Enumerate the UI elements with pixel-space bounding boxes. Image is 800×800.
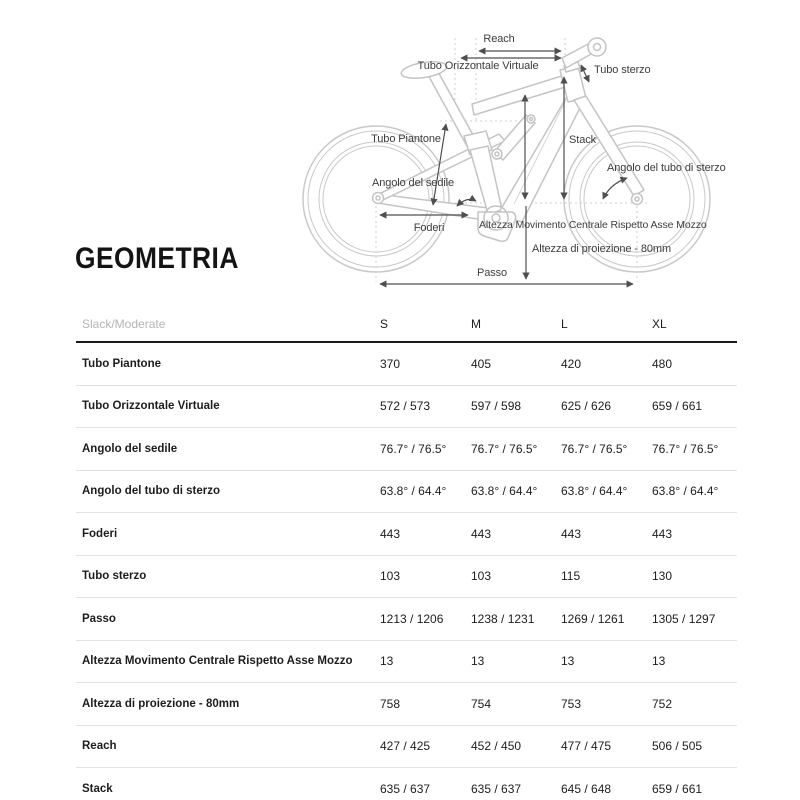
row-value: 480 [652,356,673,371]
row-value: 76.7° / 76.5° [471,441,538,456]
table-row: Tubo Orizzontale Virtuale 572 / 573 597 / … [76,386,737,428]
row-label: Foderi [82,527,118,540]
row-value: 130 [652,569,673,584]
angolo-sedile-arc [456,194,477,207]
row-value: 1238 / 1231 [471,611,535,626]
row-label: Reach [82,740,117,753]
mode-label: Slack/Moderate [82,316,166,331]
row-value: 63.8° / 64.4° [561,484,628,499]
table-header: Slack/Moderate S M L XL [76,306,737,343]
row-value: 443 [561,526,582,541]
row-value: 477 / 475 [561,739,612,754]
row-value: 76.7° / 76.5° [561,441,628,456]
tubo-piantone-arrow [430,123,449,206]
row-label: Passo [82,612,116,625]
column-header-m: M [471,316,481,331]
row-label: Tubo Piantone [82,357,162,370]
row-value: 625 / 626 [561,399,612,414]
label-altezza-di-proiezione: Altezza di proiezione - 80mm [532,243,672,255]
table-row: Angolo del tubo di sterzo 63.8° / 64.4° 63… [76,471,737,513]
row-value: 443 [471,526,492,541]
label-reach: Reach [483,33,515,45]
row-value: 645 / 648 [561,781,612,796]
row-value: 103 [380,569,401,584]
row-value: 13 [652,654,666,669]
column-header-s: S [380,316,389,331]
row-value: 115 [561,569,581,584]
column-header-l: L [561,316,568,331]
row-value: 452 / 450 [471,739,522,754]
table-row: Stack 635 / 637 635 / 637 645 / 648 659 / 66… [76,768,737,800]
page-title: GEOMETRIA [75,242,239,275]
table-row: Tubo sterzo 103 103 115 130 [76,556,737,598]
table-row: Tubo Piantone 370 405 420 480 [76,343,737,386]
row-value: 76.7° / 76.5° [380,441,447,456]
geometry-table-body: Tubo Piantone 370 405 420 480 Tubo Orizzontal… [76,343,737,800]
row-value: 1213 / 1206 [380,611,444,626]
row-value: 13 [380,654,394,669]
table-row: Altezza di proiezione - 80mm 758 754 753 752 [76,683,737,726]
row-value: 572 / 573 [380,399,431,414]
row-value: 597 / 598 [471,399,522,414]
row-value: 443 [380,526,401,541]
label-altezza-movimento-centrale: Altezza Movimento Centrale Rispetto Asse… [479,219,707,231]
label-foderi: Foderi [413,222,445,234]
bike-frame [371,37,645,242]
table-row: Reach 427 / 425 452 / 450 477 / 475 506 / 50… [76,726,737,768]
row-label: Stack [82,782,113,795]
label-tubo-sterzo: Tubo sterzo [594,64,651,76]
row-value: 443 [652,526,673,541]
row-value: 635 / 637 [380,781,431,796]
label-tubo-orizzontale-virtuale: Tubo Orizzontale Virtuale [417,60,539,72]
table-row: Passo 1213 / 1206 1238 / 1231 1269 / 1261 13… [76,598,737,641]
table-row: Foderi 443 443 443 443 [76,513,737,556]
row-label: Angolo del tubo di sterzo [82,485,220,498]
row-value: 659 / 661 [652,399,703,414]
row-value: 1305 / 1297 [652,611,716,626]
geometry-table: Slack/Moderate S M L XL Tubo Piantone 370… [76,306,737,800]
column-header-xl: XL [652,316,667,331]
measure-arrows [379,47,634,288]
angolo-sterzo-arc [602,176,628,200]
row-value: 370 [380,356,401,371]
label-angolo-del-sedile: Angolo del sedile [371,177,455,189]
row-label: Altezza di proiezione - 80mm [82,697,240,710]
row-value: 13 [561,654,575,669]
label-angolo-del-tubo-di-sterzo: Angolo del tubo di sterzo [607,162,726,174]
row-label: Tubo sterzo [82,570,147,583]
row-value: 63.8° / 64.4° [652,484,719,499]
row-value: 405 [471,356,492,371]
label-stack: Stack [569,134,597,146]
row-label: Tubo Orizzontale Virtuale [82,400,220,413]
row-value: 63.8° / 64.4° [380,484,447,499]
table-row: Angolo del sedile 76.7° / 76.5° 76.7° / 76… [76,428,737,471]
row-value: 103 [471,569,492,584]
row-value: 659 / 661 [652,781,703,796]
row-value: 752 [652,696,673,711]
row-value: 754 [471,696,492,711]
row-label: Altezza Movimento Centrale Rispetto Asse… [82,655,353,668]
label-passo: Passo [476,267,508,279]
row-value: 76.7° / 76.5° [652,441,719,456]
row-value: 506 / 505 [652,739,703,754]
tubo-sterzo-arrow [580,64,590,83]
row-label: Angolo del sedile [82,442,178,455]
row-value: 13 [471,654,485,669]
table-row: Altezza Movimento Centrale Rispetto Asse… [76,641,737,683]
row-value: 758 [380,696,401,711]
bike-diagram [302,37,711,288]
row-value: 63.8° / 64.4° [471,484,538,499]
row-value: 753 [561,696,582,711]
row-value: 420 [561,356,582,371]
row-value: 427 / 425 [380,739,431,754]
row-value: 635 / 637 [471,781,522,796]
row-value: 1269 / 1261 [561,611,625,626]
label-tubo-piantone: Tubo Piantone [371,133,441,145]
